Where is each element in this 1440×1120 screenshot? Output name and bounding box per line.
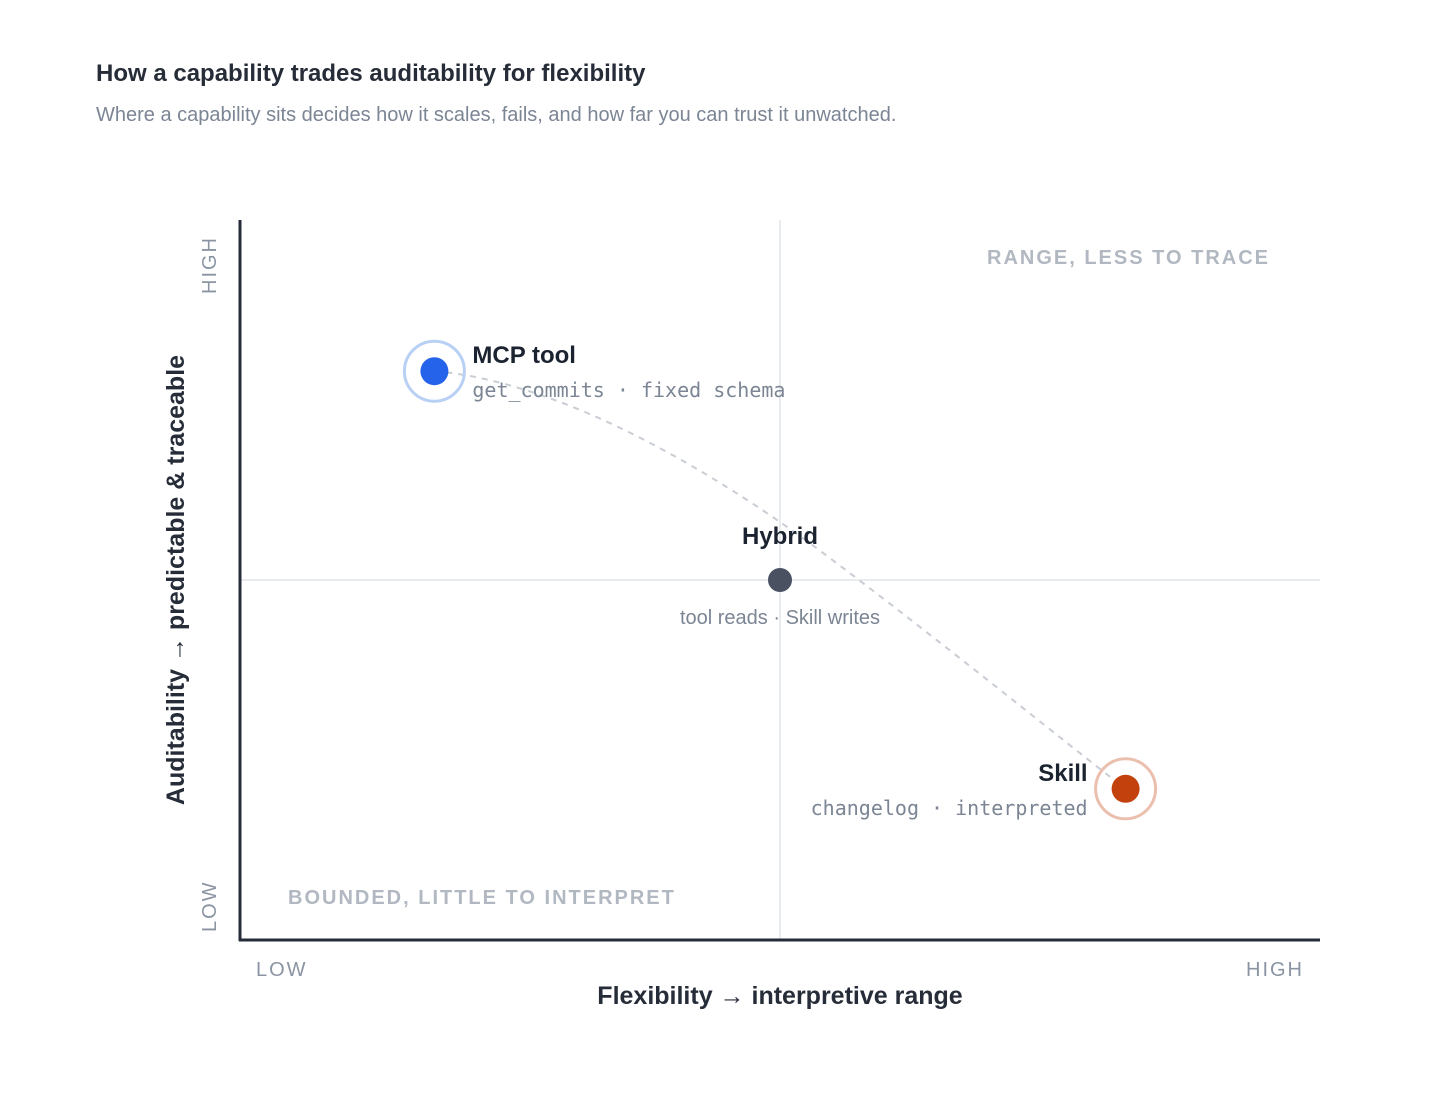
point-halo-skill (1094, 757, 1158, 821)
point-description-skill: changelog · interpreted (811, 796, 1088, 820)
data-point-group-skill: Skill changelog · interpreted (811, 757, 1158, 821)
point-label-hybrid: Hybrid (742, 523, 818, 550)
data-point-hybrid[interactable] (768, 568, 792, 592)
y-tick-high: HIGH (199, 236, 221, 294)
x-tick-high: HIGH (1246, 959, 1304, 981)
trend-curve (434, 370, 1127, 790)
x-tick-low: LOW (256, 959, 308, 981)
points-layer: MCP tool get_commits · fixed schema Hybrid… (402, 339, 1158, 821)
point-label-skill: Skill (1038, 760, 1087, 787)
quadrant-label-top-right: RANGE, LESS TO TRACE (987, 247, 1270, 269)
point-description-hybrid: tool reads · Skill writes (680, 607, 880, 629)
x-axis-title: Flexibility → interpretive range (597, 982, 962, 1010)
quadrant-label-bottom-left: BOUNDED, LITTLE TO INTERPRET (288, 887, 676, 909)
data-point-group-mcp-tool: MCP tool get_commits · fixed schema (402, 339, 785, 403)
y-axis-title: Auditability → predictable & traceable (162, 355, 190, 805)
point-description-mcp-tool: get_commits · fixed schema (472, 378, 785, 402)
chart-title: How a capability trades auditability for… (96, 60, 646, 87)
y-tick-low: LOW (199, 880, 221, 932)
data-point-mcp-tool[interactable] (420, 357, 449, 386)
point-halo-mcp-tool (402, 339, 466, 403)
data-point-skill[interactable] (1111, 774, 1140, 803)
point-label-mcp-tool: MCP tool (472, 342, 576, 369)
chart-subtitle: Where a capability sits decides how it s… (96, 104, 897, 126)
data-point-group-hybrid: Hybrid tool reads · Skill writes (680, 523, 880, 629)
